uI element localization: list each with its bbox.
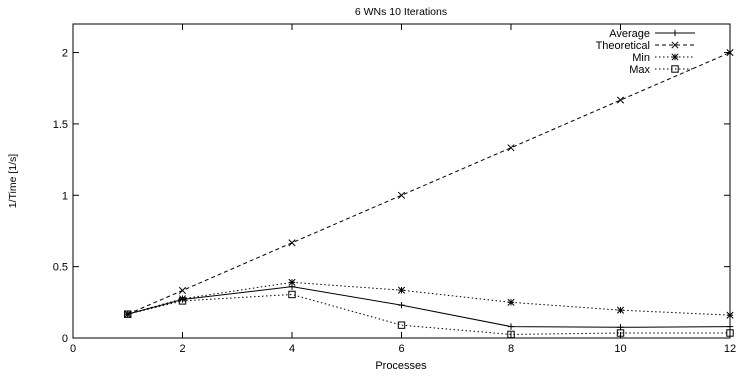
point-marker: [671, 53, 679, 61]
point-marker: [397, 191, 406, 199]
y-tick-label: 0.5: [53, 262, 68, 274]
x-tick-label: 4: [289, 343, 295, 355]
point-marker: [288, 278, 296, 286]
x-tick-label: 12: [724, 343, 736, 355]
x-axis-label: Processes: [375, 360, 427, 372]
point-marker: [726, 323, 734, 330]
point-marker: [671, 65, 679, 73]
x-tick-label: 8: [508, 343, 514, 355]
point-marker: [397, 286, 406, 294]
series-line-theoretical: [127, 52, 731, 315]
point-marker: [616, 306, 625, 314]
point-marker: [178, 286, 187, 295]
legend-label: Theoretical: [596, 40, 650, 52]
point-marker: [507, 298, 515, 306]
y-axis: 0 0.5 1 1.5 2: [53, 48, 730, 345]
y-tick-label: 1: [62, 190, 68, 202]
point-marker: [178, 297, 187, 305]
point-marker: [616, 96, 625, 104]
legend-label: Average: [609, 28, 650, 40]
chart-title: 6 WNs 10 Iterations: [355, 6, 447, 18]
y-tick-label: 2: [62, 48, 68, 60]
x-axis: 0 2 4 6 8 10 12: [70, 24, 736, 355]
point-marker: [616, 329, 625, 337]
point-marker: [726, 311, 734, 319]
x-tick-label: 6: [398, 343, 404, 355]
y-tick-label: 1.5: [53, 119, 68, 131]
legend-label: Min: [632, 52, 650, 64]
y-axis-label: 1/Time [1/s]: [7, 154, 19, 209]
series-layer: [124, 48, 734, 339]
point-marker: [288, 290, 296, 299]
point-marker: [397, 321, 406, 329]
x-tick-label: 10: [614, 343, 626, 355]
point-marker: [507, 144, 515, 152]
point-marker: [507, 323, 515, 330]
series-line-max: [127, 293, 730, 335]
point-marker: [726, 48, 734, 57]
point-marker: [671, 41, 679, 49]
point-marker: [726, 329, 734, 337]
point-marker: [288, 239, 296, 247]
x-tick-label: 0: [70, 343, 76, 355]
x-tick-label: 2: [179, 343, 185, 355]
point-marker: [507, 330, 515, 339]
point-marker: [398, 301, 405, 309]
point-marker: [124, 310, 132, 318]
point-marker: [671, 29, 679, 37]
y-tick-label: 0: [62, 333, 68, 345]
legend-label: Max: [629, 64, 650, 76]
